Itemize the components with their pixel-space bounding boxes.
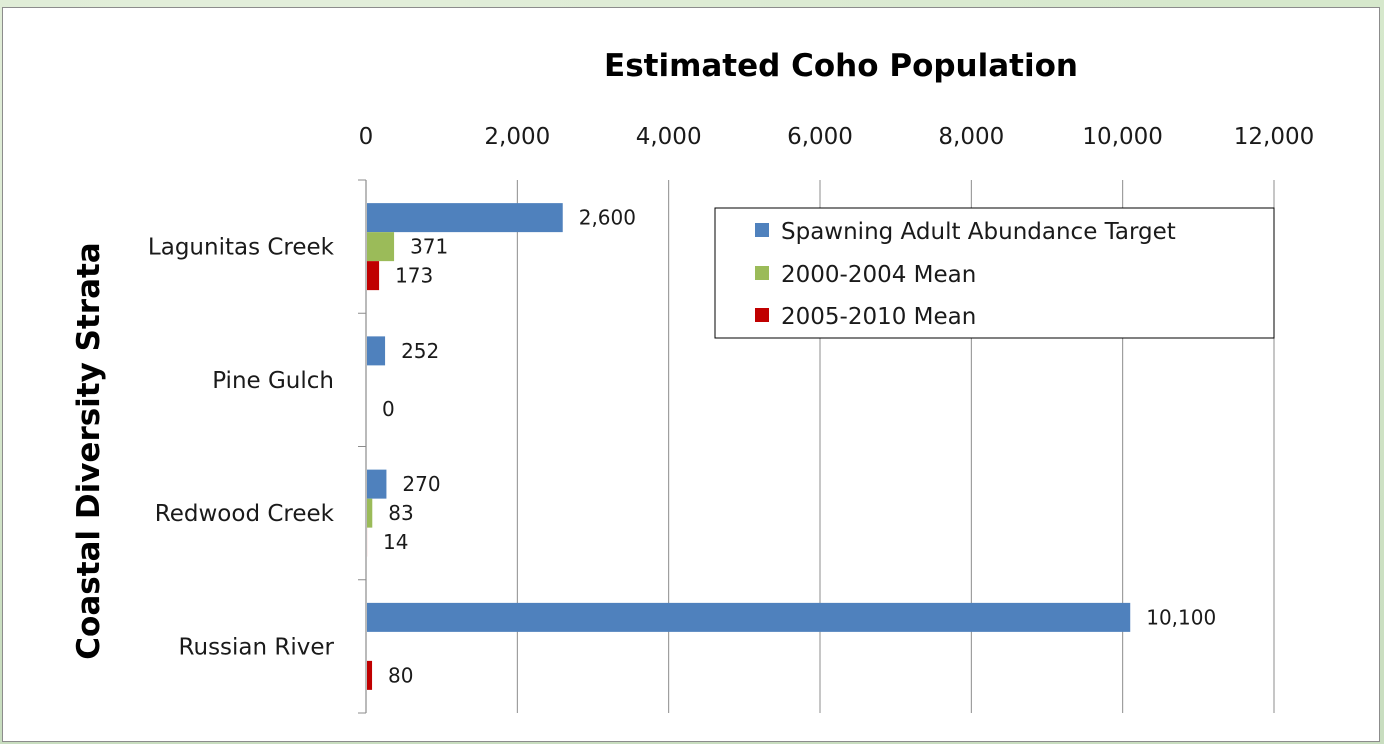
data-label: 14 xyxy=(383,530,408,554)
bar-spawning-adult-abundance-target xyxy=(367,203,563,233)
legend-swatch-2000-2004 xyxy=(755,266,769,280)
data-label: 252 xyxy=(401,339,439,363)
bar-2000-2004-mean xyxy=(367,232,395,262)
x-tick-labels: 0 2,000 4,000 6,000 8,000 10,000 12,000 xyxy=(359,124,1315,150)
category-label: Pine Gulch xyxy=(212,368,334,394)
data-label: 80 xyxy=(388,663,413,687)
y-axis-label: Coastal Diversity Strata xyxy=(71,242,107,659)
bar-chart: Estimated Coho Population Coastal Divers… xyxy=(71,48,1315,714)
bar-2000-2004-mean xyxy=(367,498,373,528)
data-label: 2,600 xyxy=(579,206,636,230)
bar-2005-2010-mean xyxy=(367,660,373,690)
legend-swatch-2005-2010 xyxy=(755,308,769,322)
data-labels: 2,600 371 173 252 0 270 83 14 10,100 80 xyxy=(382,206,1216,688)
bar-spawning-adult-abundance-target xyxy=(367,602,1131,632)
legend-label-target: Spawning Adult Abundance Target xyxy=(781,219,1176,245)
legend-label-2005-2010: 2005-2010 Mean xyxy=(781,304,976,330)
bar-spawning-adult-abundance-target xyxy=(367,469,387,499)
bar-2005-2010-mean xyxy=(367,261,380,291)
x-tick-label-6000: 6,000 xyxy=(787,124,853,150)
category-label: Lagunitas Creek xyxy=(148,235,335,261)
x-tick-label-12000: 12,000 xyxy=(1234,124,1314,150)
x-tick-label-8000: 8,000 xyxy=(938,124,1004,150)
x-tick-label-0: 0 xyxy=(359,124,374,150)
chart-panel: Estimated Coho Population Coastal Divers… xyxy=(2,7,1380,742)
data-label: 0 xyxy=(382,397,395,421)
category-label: Russian River xyxy=(179,634,335,660)
x-tick-label-10000: 10,000 xyxy=(1082,124,1162,150)
data-label: 371 xyxy=(410,235,448,259)
data-label: 83 xyxy=(388,501,413,525)
data-label: 270 xyxy=(402,472,440,496)
bars xyxy=(367,203,1131,690)
category-labels: Lagunitas Creek Pine Gulch Redwood Creek Ru… xyxy=(148,235,335,661)
chart-title: Estimated Coho Population xyxy=(604,48,1078,84)
legend-box xyxy=(714,207,1275,339)
x-tick-label-2000: 2,000 xyxy=(484,124,550,150)
bar-spawning-adult-abundance-target xyxy=(367,336,386,366)
data-label: 173 xyxy=(395,264,433,288)
legend: Spawning Adult Abundance Target 2000-200… xyxy=(714,207,1275,339)
x-tick-label-4000: 4,000 xyxy=(636,124,702,150)
category-label: Redwood Creek xyxy=(155,501,335,527)
legend-swatch-target xyxy=(755,223,769,237)
legend-label-2000-2004: 2000-2004 Mean xyxy=(781,262,976,288)
data-label: 10,100 xyxy=(1146,605,1216,629)
